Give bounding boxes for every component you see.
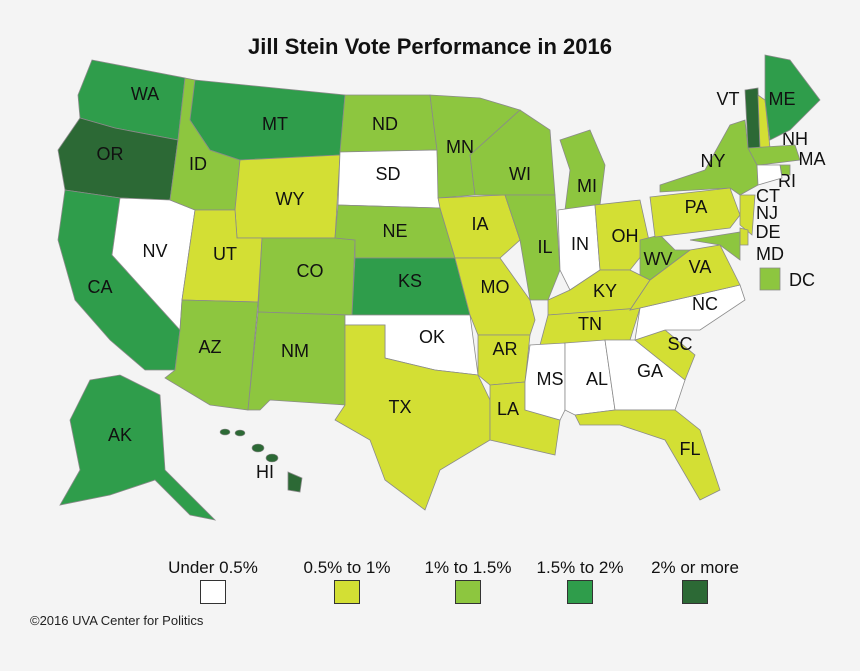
- state-label: OK: [419, 327, 445, 347]
- state-label: VA: [689, 257, 712, 277]
- state-label: IL: [537, 237, 552, 257]
- legend-swatch: [200, 580, 226, 604]
- state-label: AZ: [198, 337, 221, 357]
- title: Jill Stein Vote Performance in 2016: [248, 34, 612, 59]
- state-label: CO: [297, 261, 324, 281]
- state-label: TX: [388, 397, 411, 417]
- island: [219, 428, 231, 436]
- state-label: OR: [97, 144, 124, 164]
- state: [739, 194, 756, 236]
- state-label: OH: [612, 226, 639, 246]
- state-label: AR: [492, 339, 517, 359]
- legend-label: 1% to 1.5%: [424, 557, 512, 577]
- state-label: HI: [256, 462, 274, 482]
- state-label: NE: [382, 221, 407, 241]
- state-label: CA: [87, 277, 112, 297]
- legend-swatch: [334, 580, 360, 604]
- state-label: SC: [667, 334, 692, 354]
- state-label: KY: [593, 281, 617, 301]
- state-label: MS: [537, 369, 564, 389]
- island: [234, 429, 246, 437]
- state: [764, 54, 821, 141]
- state-label: WI: [509, 164, 531, 184]
- state-label: PA: [685, 197, 708, 217]
- state-label: MO: [481, 277, 510, 297]
- state-label: IN: [571, 234, 589, 254]
- state: [247, 311, 346, 411]
- state-label: CT: [756, 186, 780, 206]
- state-label: MN: [446, 137, 474, 157]
- state-label: DE: [755, 222, 780, 242]
- state: [739, 227, 749, 246]
- state-label: LA: [497, 399, 519, 419]
- legend-label: Under 0.5%: [168, 557, 258, 577]
- state: [164, 299, 259, 411]
- state-label: GA: [637, 361, 663, 381]
- state-label: AL: [586, 369, 608, 389]
- state-label: MI: [577, 176, 597, 196]
- state-label: NC: [692, 294, 718, 314]
- state-label: KS: [398, 271, 422, 291]
- state-label: SD: [375, 164, 400, 184]
- state-label: MD: [756, 244, 784, 264]
- state-label: WV: [644, 249, 673, 269]
- state-label: WY: [276, 189, 305, 209]
- legend-swatch: [455, 580, 481, 604]
- state: [649, 187, 741, 238]
- state: [454, 257, 536, 336]
- state-label: NY: [700, 151, 725, 171]
- credit: ©2016 UVA Center for Politics: [30, 613, 204, 628]
- state-label: RI: [778, 171, 796, 191]
- state: [756, 164, 783, 186]
- state-label: FL: [679, 439, 700, 459]
- state-label: MT: [262, 114, 288, 134]
- state-label: ND: [372, 114, 398, 134]
- state-label: ME: [769, 89, 796, 109]
- state-label: NV: [142, 241, 167, 261]
- state-label: NJ: [756, 203, 778, 223]
- island: [251, 443, 265, 453]
- state: [604, 339, 686, 411]
- state: [759, 267, 781, 291]
- state: [334, 324, 491, 511]
- state-label: NH: [782, 129, 808, 149]
- state: [257, 237, 356, 316]
- state-label: UT: [213, 244, 237, 264]
- state-label: IA: [471, 214, 488, 234]
- state-label: TN: [578, 314, 602, 334]
- legend-swatch: [682, 580, 708, 604]
- island: [265, 453, 279, 463]
- state-label: NM: [281, 341, 309, 361]
- state-label: WA: [131, 84, 159, 104]
- legend-label: 1.5% to 2%: [536, 557, 624, 577]
- state-label: ID: [189, 154, 207, 174]
- state-label: VT: [716, 89, 739, 109]
- state: [747, 144, 801, 166]
- state: [574, 409, 721, 501]
- state-label: DC: [789, 270, 815, 290]
- legend-swatch: [567, 580, 593, 604]
- state: [559, 129, 606, 211]
- legend-label: 0.5% to 1%: [303, 557, 391, 577]
- state: [689, 231, 741, 261]
- state-label: AK: [108, 425, 132, 445]
- state-label: MA: [799, 149, 826, 169]
- legend-label: 2% or more: [651, 557, 739, 577]
- state: [287, 471, 303, 493]
- state: [59, 374, 217, 521]
